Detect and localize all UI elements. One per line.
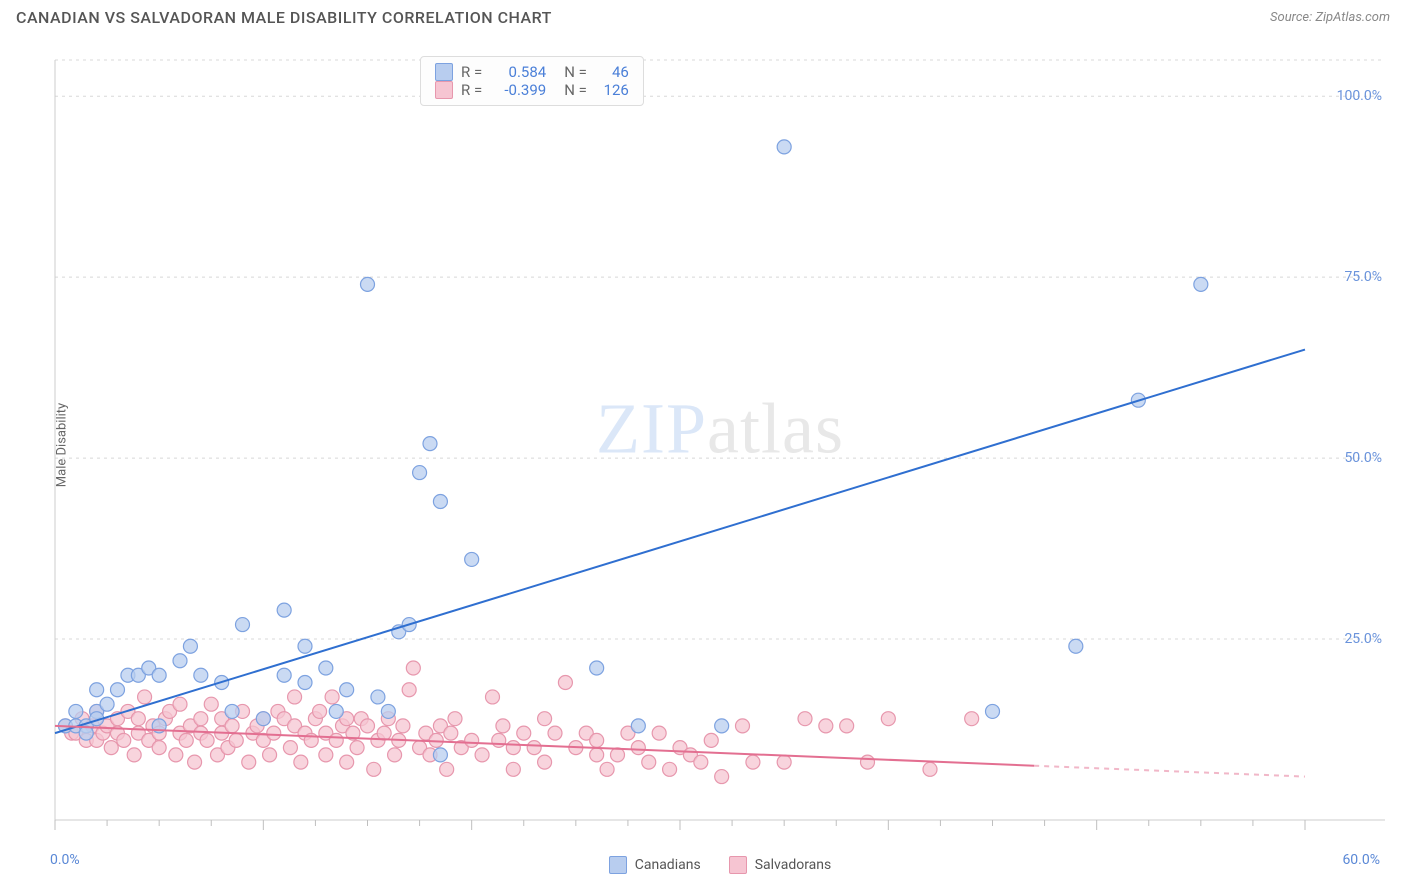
legend-swatch [435, 81, 453, 99]
legend-swatch [609, 856, 627, 874]
legend-r-value: 0.584 [490, 63, 546, 81]
y-tick-label: 75.0% [1344, 269, 1382, 285]
correlation-legend-box: R = 0.584 N = 46 R = -0.399 N = 126 [420, 56, 644, 106]
y-tick-label: 25.0% [1344, 631, 1382, 647]
legend-n-value: 126 [595, 81, 629, 99]
legend-r-value: -0.399 [490, 81, 546, 99]
series-legend-item: Canadians [609, 856, 701, 874]
legend-r-label: R = [461, 81, 482, 99]
legend-row: R = -0.399 N = 126 [435, 81, 629, 99]
legend-swatch [729, 856, 747, 874]
series-legend: Canadians Salvadorans [50, 856, 1390, 874]
legend-r-label: R = [461, 63, 482, 81]
chart-title: CANADIAN VS SALVADORAN MALE DISABILITY C… [16, 8, 552, 27]
series-legend-item: Salvadorans [729, 856, 832, 874]
scatter-plot [50, 50, 1390, 840]
source-attribution: Source: ZipAtlas.com [1270, 10, 1390, 25]
series-label: Canadians [635, 857, 701, 873]
legend-row: R = 0.584 N = 46 [435, 63, 629, 81]
chart-area: Male Disability ZIPatlas R = 0.584 N = 4… [50, 50, 1390, 840]
legend-n-value: 46 [595, 63, 629, 81]
y-tick-label: 100.0% [1337, 88, 1382, 104]
legend-swatch [435, 63, 453, 81]
legend-n-label: N = [564, 63, 587, 81]
y-tick-label: 50.0% [1344, 450, 1382, 466]
legend-n-label: N = [564, 81, 587, 99]
series-label: Salvadorans [755, 857, 832, 873]
